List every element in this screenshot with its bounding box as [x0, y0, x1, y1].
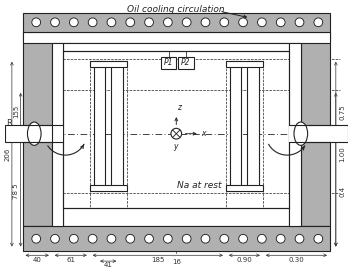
Circle shape	[145, 18, 153, 27]
Circle shape	[182, 18, 191, 27]
Circle shape	[163, 18, 172, 27]
Bar	[90, 185, 127, 191]
Circle shape	[258, 234, 266, 243]
Text: x: x	[202, 129, 206, 138]
Text: 0.90: 0.90	[237, 257, 252, 263]
Text: 206: 206	[4, 147, 10, 161]
Bar	[301, 31, 330, 226]
Bar	[226, 61, 263, 66]
Text: 0.75: 0.75	[340, 104, 346, 120]
Circle shape	[220, 234, 229, 243]
Bar	[301, 125, 347, 143]
Bar	[63, 43, 289, 51]
Text: Oil cooling circulation: Oil cooling circulation	[127, 5, 225, 14]
Circle shape	[69, 18, 78, 27]
Bar	[94, 61, 105, 191]
Text: 16: 16	[172, 259, 181, 265]
Circle shape	[258, 18, 266, 27]
Circle shape	[126, 18, 134, 27]
Text: z: z	[177, 103, 181, 112]
Circle shape	[107, 234, 116, 243]
Text: 185: 185	[151, 257, 164, 263]
Circle shape	[88, 234, 97, 243]
Bar	[247, 61, 259, 191]
Circle shape	[314, 18, 323, 27]
Bar	[161, 57, 176, 69]
Circle shape	[145, 234, 153, 243]
Circle shape	[295, 18, 304, 27]
Circle shape	[32, 18, 40, 27]
Bar	[23, 31, 330, 43]
Text: 1.00: 1.00	[340, 146, 346, 162]
Bar	[23, 125, 63, 143]
Text: 155: 155	[13, 105, 19, 118]
Circle shape	[171, 128, 182, 139]
Circle shape	[107, 18, 116, 27]
Text: 0.30: 0.30	[289, 257, 304, 263]
Bar	[90, 61, 127, 66]
Text: 40: 40	[33, 257, 42, 263]
Circle shape	[220, 18, 229, 27]
Circle shape	[276, 234, 285, 243]
Circle shape	[201, 18, 210, 27]
Circle shape	[88, 18, 97, 27]
Circle shape	[51, 18, 59, 27]
Circle shape	[182, 234, 191, 243]
Bar	[289, 125, 330, 143]
Circle shape	[126, 234, 134, 243]
Text: P2: P2	[181, 58, 191, 67]
Bar	[52, 43, 63, 226]
Circle shape	[51, 234, 59, 243]
Text: 61: 61	[66, 257, 75, 263]
Bar	[63, 208, 289, 226]
Text: Na at rest: Na at rest	[177, 181, 222, 190]
Circle shape	[32, 234, 40, 243]
Bar	[23, 13, 330, 31]
Circle shape	[239, 234, 247, 243]
Text: y: y	[173, 142, 177, 151]
Bar	[178, 57, 194, 69]
Circle shape	[295, 234, 304, 243]
Bar	[111, 61, 123, 191]
Circle shape	[314, 234, 323, 243]
Circle shape	[276, 18, 285, 27]
Bar	[23, 226, 330, 252]
Circle shape	[239, 18, 247, 27]
Text: R: R	[6, 119, 12, 129]
Circle shape	[163, 234, 172, 243]
Text: P1: P1	[164, 58, 173, 67]
Text: 41: 41	[104, 262, 113, 268]
Text: 0.4: 0.4	[340, 186, 346, 197]
Bar	[230, 61, 241, 191]
Ellipse shape	[27, 122, 41, 145]
Ellipse shape	[294, 122, 308, 145]
Bar	[5, 125, 52, 143]
Circle shape	[201, 234, 210, 243]
Bar	[63, 51, 289, 208]
Bar	[226, 185, 263, 191]
Bar	[289, 43, 301, 226]
Bar	[23, 31, 52, 226]
Circle shape	[69, 234, 78, 243]
Text: 78 5: 78 5	[13, 184, 19, 199]
